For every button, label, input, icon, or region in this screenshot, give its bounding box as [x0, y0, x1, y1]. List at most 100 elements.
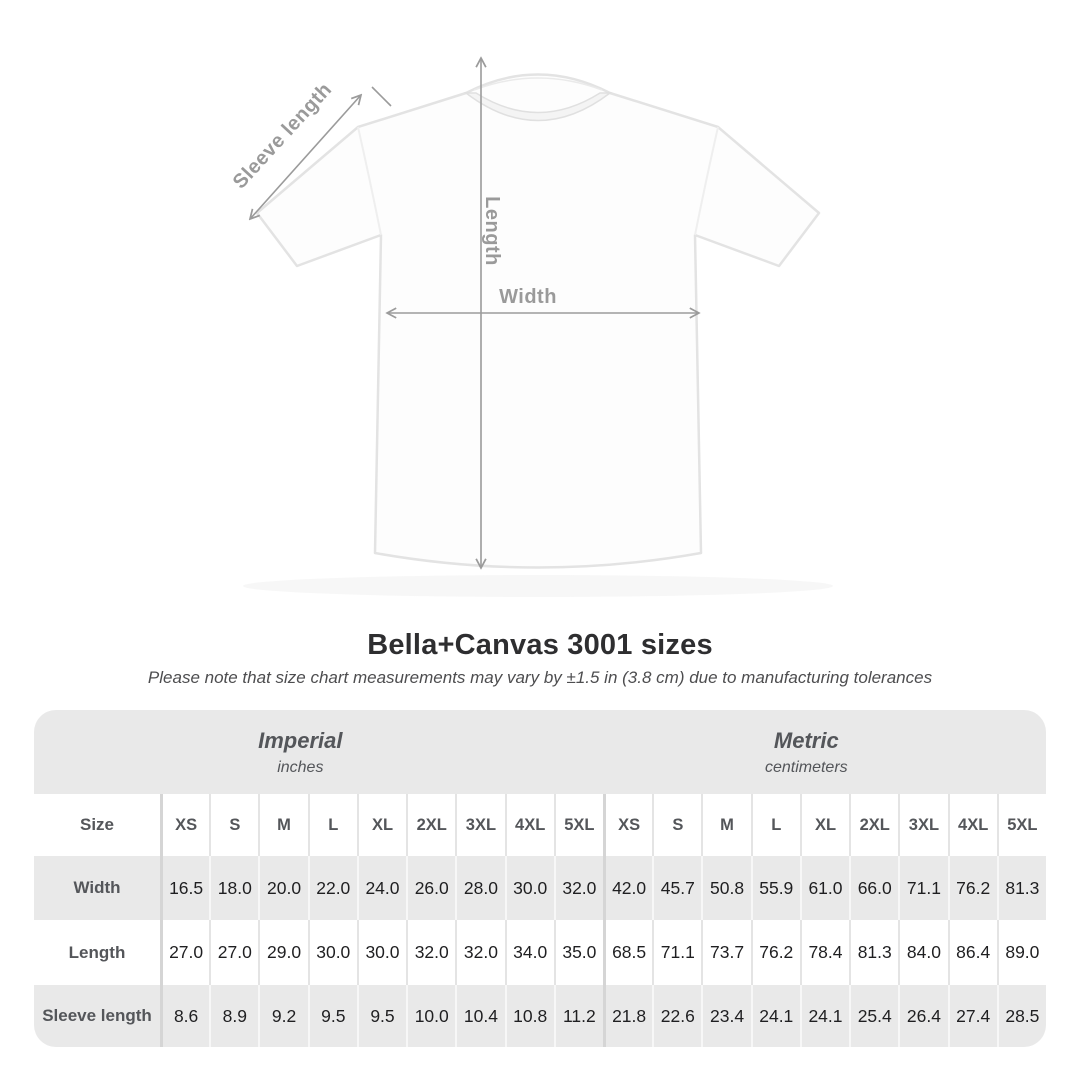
size-header-metric-5xl: 5XL — [996, 794, 1046, 856]
table-cell: 27.0 — [209, 920, 258, 985]
table-cell: 24.0 — [356, 856, 406, 920]
size-header-imperial-s: S — [209, 794, 258, 856]
collar-band — [463, 92, 613, 122]
imperial-title: Imperial — [258, 727, 343, 753]
size-header-imperial-l: L — [307, 794, 357, 856]
page-title: Bella+Canvas 3001 sizes — [367, 629, 713, 661]
table-cell: 89.0 — [996, 920, 1046, 985]
imperial-subtitle: inches — [277, 758, 324, 776]
table-cell: 71.1 — [652, 920, 701, 985]
row-label-length: Length — [68, 942, 126, 962]
size-table: Imperial inches Metric centimeters Size … — [34, 710, 1046, 1047]
shirt-shadow — [243, 575, 833, 597]
sleeve-length-row: Sleeve length 8.6 8.9 9.2 9.5 9.5 10.0 1… — [34, 985, 1046, 1047]
metric-section-header: Metric centimeters — [567, 710, 1046, 794]
table-cell: 86.4 — [947, 920, 997, 985]
table-cell: 34.0 — [504, 920, 554, 985]
size-header-metric-l: L — [750, 794, 800, 856]
size-header-metric-s: S — [652, 794, 701, 856]
size-header-imperial-2xl: 2XL — [406, 794, 455, 856]
table-cell: 8.6 — [160, 985, 209, 1047]
row-label-width: Width — [73, 878, 121, 897]
size-header-imperial-3xl: 3XL — [455, 794, 504, 856]
table-cell: 81.3 — [849, 920, 898, 985]
table-cell: 81.3 — [996, 856, 1046, 920]
size-header-metric-m: M — [701, 794, 750, 856]
width-label: Width — [499, 286, 557, 308]
length-label: Length — [481, 196, 503, 266]
collar-back-edge — [473, 77, 603, 91]
size-header-imperial-xs: XS — [160, 794, 209, 856]
table-cell: 32.0 — [553, 856, 603, 920]
size-header-metric-3xl: 3XL — [898, 794, 947, 856]
size-header-metric-xs: XS — [602, 794, 652, 856]
tshirt-measurement-diagram: Sleeve length Length Width — [228, 0, 833, 597]
table-cell: 78.4 — [799, 920, 849, 985]
tolerance-note: Please note that size chart measurements… — [147, 668, 933, 687]
table-cell: 8.9 — [209, 985, 258, 1047]
right-sleeve-seam — [694, 126, 719, 236]
table-cell: 11.2 — [553, 985, 603, 1047]
table-cell: 20.0 — [258, 856, 307, 920]
size-header-metric-2xl: 2XL — [849, 794, 898, 856]
table-cell: 10.8 — [504, 985, 554, 1047]
table-cell: 71.1 — [898, 856, 947, 920]
table-cell: 22.6 — [652, 985, 701, 1047]
table-cell: 42.0 — [602, 856, 652, 920]
size-header-imperial-xl: XL — [356, 794, 406, 856]
size-header-imperial-m: M — [258, 794, 307, 856]
table-cell: 66.0 — [849, 856, 898, 920]
table-cell: 61.0 — [799, 856, 849, 920]
table-cell: 30.0 — [504, 856, 554, 920]
table-cell: 76.2 — [750, 920, 800, 985]
table-cell: 21.8 — [602, 985, 652, 1047]
table-cell: 73.7 — [701, 920, 750, 985]
table-cell: 50.8 — [701, 856, 750, 920]
table-cell: 76.2 — [947, 856, 997, 920]
tshirt-body — [255, 73, 821, 569]
table-cell: 27.4 — [947, 985, 997, 1047]
size-header-row: Size XS S M L XL 2XL 3XL 4XL 5XL XS S M … — [34, 794, 1046, 856]
metric-subtitle: centimeters — [764, 758, 848, 776]
sleeve-length-arrow — [250, 95, 361, 219]
size-header-imperial-4xl: 4XL — [504, 794, 554, 856]
length-row: Length 27.0 27.0 29.0 30.0 30.0 32.0 32.… — [34, 920, 1046, 985]
table-cell: 18.0 — [209, 856, 258, 920]
table-cell: 9.2 — [258, 985, 307, 1047]
table-cell: 32.0 — [406, 920, 455, 985]
table-cell: 55.9 — [750, 856, 800, 920]
table-cell: 10.4 — [455, 985, 504, 1047]
table-cell: 29.0 — [258, 920, 307, 985]
table-cell: 32.0 — [455, 920, 504, 985]
table-cell: 84.0 — [898, 920, 947, 985]
unit-header-row: Imperial inches Metric centimeters — [34, 710, 1046, 794]
table-cell: 35.0 — [553, 920, 603, 985]
table-cell: 24.1 — [750, 985, 800, 1047]
table-cell: 24.1 — [799, 985, 849, 1047]
imperial-section-header: Imperial inches — [34, 710, 567, 794]
table-cell: 45.7 — [652, 856, 701, 920]
row-label-sleeve-length: Sleeve length — [42, 1006, 152, 1025]
table-cell: 28.0 — [455, 856, 504, 920]
table-cell: 68.5 — [602, 920, 652, 985]
size-header-metric-xl: XL — [799, 794, 849, 856]
table-cell: 9.5 — [356, 985, 406, 1047]
size-corner-header: Size — [79, 815, 115, 834]
table-cell: 10.0 — [406, 985, 455, 1047]
width-row: Width 16.5 18.0 20.0 22.0 24.0 26.0 28.0… — [34, 856, 1046, 920]
table-cell: 9.5 — [307, 985, 357, 1047]
table-cell: 27.0 — [160, 920, 209, 985]
table-cell: 26.4 — [898, 985, 947, 1047]
table-cell: 25.4 — [849, 985, 898, 1047]
table-cell: 30.0 — [307, 920, 357, 985]
table-cell: 23.4 — [701, 985, 750, 1047]
sleeve-end-tick — [371, 86, 392, 107]
table-cell: 16.5 — [160, 856, 209, 920]
table-cell: 28.5 — [996, 985, 1046, 1047]
size-header-metric-4xl: 4XL — [947, 794, 997, 856]
table-cell: 30.0 — [356, 920, 406, 985]
size-header-imperial-5xl: 5XL — [553, 794, 603, 856]
metric-title: Metric — [773, 727, 839, 753]
table-cell: 26.0 — [406, 856, 455, 920]
